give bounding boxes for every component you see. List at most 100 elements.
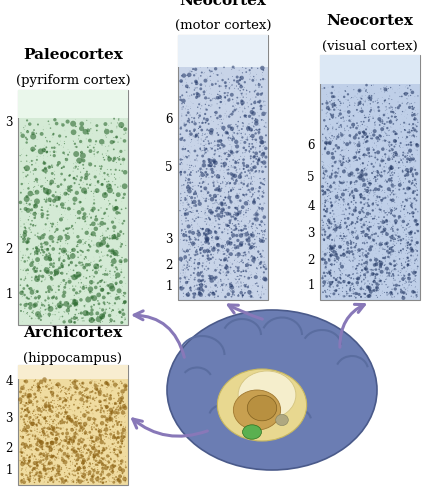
Point [261,262,268,270]
Point [68,406,75,414]
Point [384,266,391,274]
Point [31,268,38,276]
Point [183,126,190,134]
Point [404,224,411,232]
Point [404,240,411,248]
Point [337,271,344,279]
Point [65,310,72,318]
Point [85,471,92,479]
Point [181,188,188,196]
Point [402,196,409,203]
Point [379,238,385,246]
Point [54,442,60,450]
Point [328,160,334,168]
Point [326,87,333,95]
Point [54,249,61,257]
Point [388,164,395,172]
Point [23,412,30,420]
Point [34,152,40,160]
Point [20,439,27,447]
Point [82,286,89,294]
Point [121,402,128,410]
Point [370,283,377,291]
Point [363,230,369,238]
Point [19,385,26,393]
Point [361,214,368,222]
Point [364,197,371,205]
Point [379,186,386,194]
Point [340,146,346,154]
Point [338,216,345,224]
Point [195,130,202,138]
Point [31,452,38,460]
Point [32,446,39,454]
Point [214,198,221,206]
Point [117,446,124,454]
Point [87,476,94,484]
Point [195,227,201,235]
Point [81,473,88,481]
Point [37,420,43,428]
Point [189,130,196,138]
Point [72,433,79,441]
Point [25,471,31,479]
Point [258,163,265,171]
Point [207,255,214,263]
Point [37,428,43,436]
Point [36,449,42,457]
Point [56,256,62,264]
Point [43,450,50,458]
Point [319,150,326,158]
Point [88,426,95,434]
Point [357,228,364,235]
Point [36,479,43,487]
Point [365,196,372,203]
Point [108,155,114,163]
Point [361,202,368,210]
Point [35,429,42,437]
Point [413,234,419,242]
Point [347,257,354,265]
Point [54,472,61,480]
Point [340,99,347,107]
Point [215,95,221,103]
Point [91,186,97,194]
Point [110,400,117,408]
Point [353,279,360,287]
Point [232,180,238,188]
Point [326,256,333,264]
Point [97,474,104,482]
Point [398,101,405,109]
Point [50,477,57,485]
Point [192,290,199,298]
Point [65,196,72,204]
Point [54,221,61,229]
Point [98,424,105,432]
Point [398,88,405,96]
Point [378,88,385,96]
Point [323,104,330,112]
Point [257,250,264,258]
Point [193,241,200,249]
Point [329,150,336,158]
Point [379,221,385,229]
Point [211,186,218,194]
Point [34,464,40,472]
Point [34,298,41,306]
Point [326,292,333,300]
Point [374,104,381,112]
Point [212,242,218,250]
Point [257,174,264,182]
Point [80,156,87,164]
Point [204,270,210,278]
Point [328,272,334,280]
Point [104,403,111,411]
Point [408,234,415,241]
Point [62,280,69,288]
Point [319,216,326,224]
Point [79,423,85,431]
Point [39,404,46,412]
Point [91,124,97,132]
Point [88,444,94,452]
Point [45,439,51,447]
